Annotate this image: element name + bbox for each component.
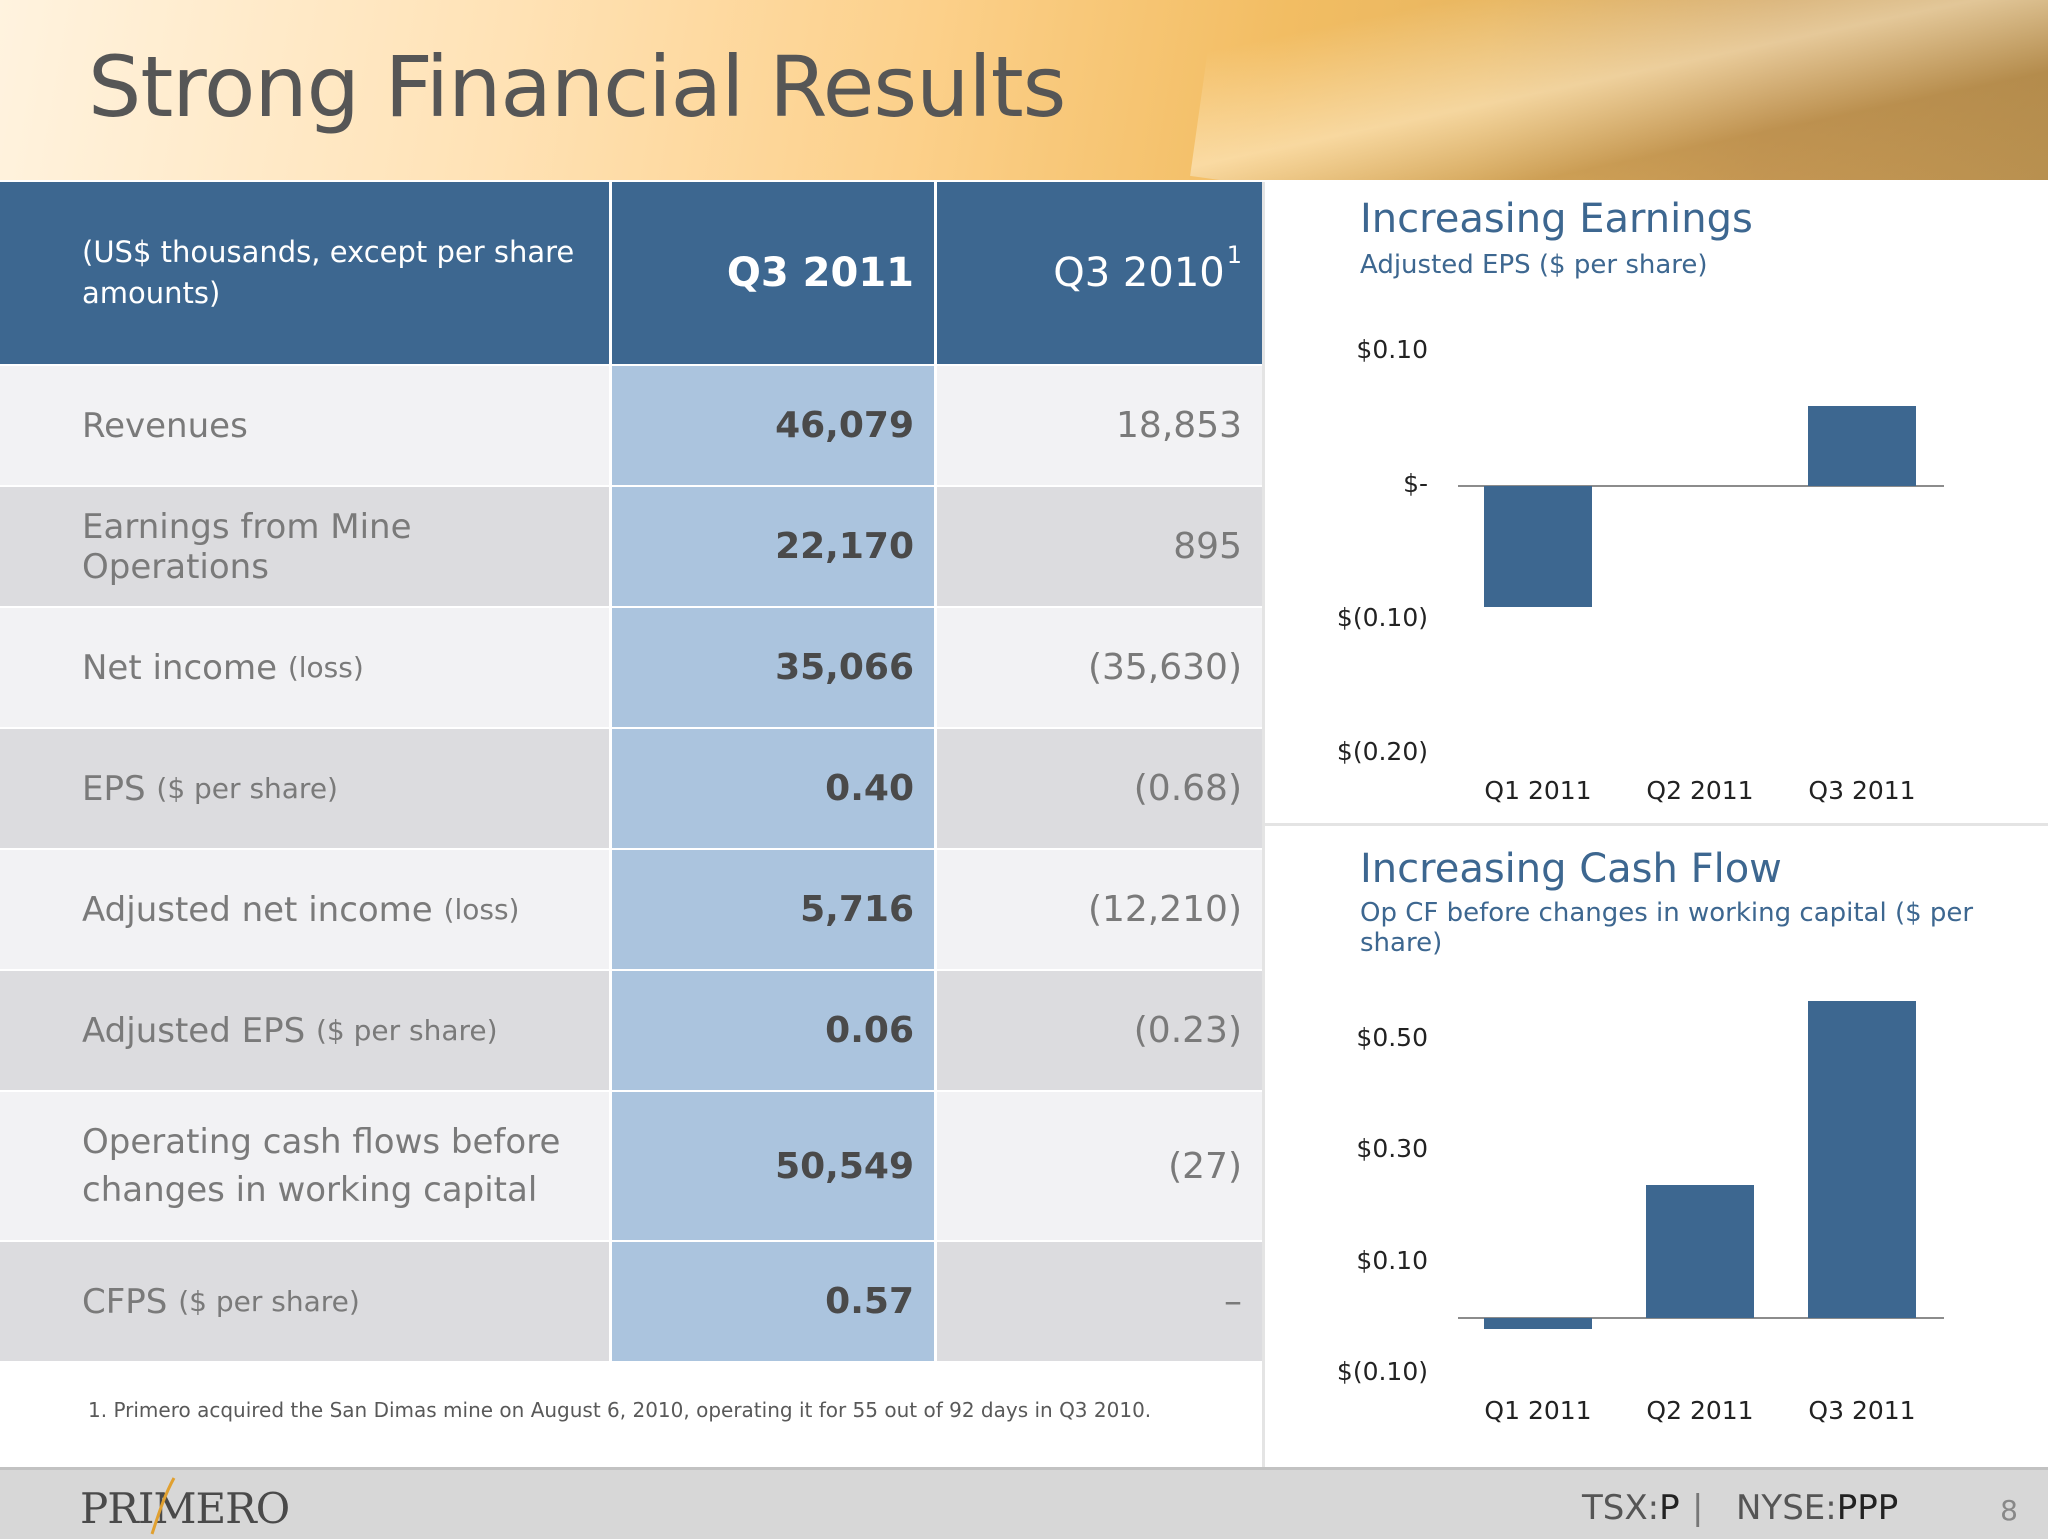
y-tick-label: $0.10 xyxy=(1356,335,1428,364)
chart-cashflow-title: Increasing Cash Flow xyxy=(1360,846,1782,892)
row-value-q3-2010: (0.68) xyxy=(1133,768,1242,809)
row-label-qualifier: ($ per share) xyxy=(178,1285,360,1318)
x-category-label: Q3 2011 xyxy=(1808,1396,1916,1425)
nyse-label: NYSE: xyxy=(1736,1488,1837,1528)
header-q3-2010-label: Q3 2010 xyxy=(1053,250,1225,296)
chart-cashflow-subtitle: Op CF before changes in working capital … xyxy=(1360,898,1974,958)
bar-q3-2011 xyxy=(1808,405,1916,486)
row-value-q3-2010: (35,630) xyxy=(1087,647,1242,688)
x-category-label: Q1 2011 xyxy=(1484,1396,1592,1425)
tsx-ticker: TSX:P xyxy=(1582,1488,1680,1528)
x-category-label: Q1 2011 xyxy=(1484,776,1592,805)
header-swoosh-decoration xyxy=(1190,0,2048,180)
row-value-q3-2011: 0.06 xyxy=(612,971,937,1090)
table-row: Earnings from Mine Operations 22,170 895 xyxy=(0,487,1262,608)
row-value-q3-2011: 0.40 xyxy=(612,729,937,848)
row-label-qualifier: (loss) xyxy=(443,893,520,926)
primero-logo: PRIMERO xyxy=(80,1484,290,1533)
header-q3-2010: Q3 2010 1 xyxy=(937,182,1262,364)
row-label: Adjusted EPS ($ per share) xyxy=(0,971,612,1090)
y-tick-label: $0.50 xyxy=(1356,1023,1428,1052)
panel-divider-vertical xyxy=(1262,182,1265,1467)
row-label: Adjusted net income (loss) xyxy=(0,850,612,969)
table-row: Adjusted EPS ($ per share) 0.06 (0.23) xyxy=(0,971,1262,1092)
chart-earnings-title: Increasing Earnings xyxy=(1360,196,1753,242)
y-tick-label: $- xyxy=(1403,469,1428,498)
row-label-text: Adjusted net income xyxy=(82,889,433,930)
row-label: Net income (loss) xyxy=(0,608,612,727)
y-tick-label: $(0.10) xyxy=(1336,1357,1428,1386)
row-label-text: Net income xyxy=(82,647,278,688)
row-label: EPS ($ per share) xyxy=(0,729,612,848)
footnote: 1. Primero acquired the San Dimas mine o… xyxy=(88,1398,1152,1422)
bar-q2-2011 xyxy=(1646,1184,1754,1319)
row-value-q3-2011: 5,716 xyxy=(612,850,937,969)
table-row: EPS ($ per share) 0.40 (0.68) xyxy=(0,729,1262,850)
footer-bar: PRIMERO TSX:P | NYSE:PPP 8 xyxy=(0,1467,2048,1539)
header-banner: Strong Financial Results xyxy=(0,0,2048,180)
x-category-label: Q2 2011 xyxy=(1646,1396,1754,1425)
y-tick-label: $0.10 xyxy=(1356,1245,1428,1275)
row-label-text: EPS xyxy=(82,768,146,809)
row-label-text: Earnings from Mine Operations xyxy=(82,506,412,587)
financial-results-table: (US$ thousands, except per share amounts… xyxy=(0,182,1262,1363)
row-label-qualifier: ($ per share) xyxy=(156,772,338,805)
row-value-q3-2011: 46,079 xyxy=(612,366,937,485)
ticker-separator: | xyxy=(1692,1488,1704,1528)
row-value-q3-2010: 895 xyxy=(1173,526,1242,567)
row-label-text: Operating cash flows before changes in w… xyxy=(82,1122,561,1210)
tsx-label: TSX: xyxy=(1582,1488,1660,1528)
zero-baseline xyxy=(1458,485,1944,487)
chart-earnings-subtitle: Adjusted EPS ($ per share) xyxy=(1360,250,1708,280)
bar-q1-2011 xyxy=(1484,486,1592,607)
y-tick-label: $(0.20) xyxy=(1336,737,1428,766)
row-label: CFPS ($ per share) xyxy=(0,1242,612,1361)
page-number: 8 xyxy=(2000,1494,2018,1527)
row-label-qualifier: (loss) xyxy=(287,651,364,684)
row-value-q3-2010: (27) xyxy=(1168,1145,1242,1187)
row-value-q3-2011: 0.57 xyxy=(612,1242,937,1361)
footnote-marker: 1 xyxy=(1226,241,1242,269)
row-label-text: Adjusted EPS xyxy=(82,1010,306,1051)
row-value-q3-2010: (0.23) xyxy=(1133,1010,1242,1051)
nyse-ticker: NYSE:PPP xyxy=(1736,1488,1898,1528)
logo-swoosh-icon xyxy=(150,1477,176,1535)
row-value-q3-2011: 22,170 xyxy=(612,487,937,606)
row-value-q3-2010: (12,210) xyxy=(1087,889,1242,930)
row-value-q3-2010: – xyxy=(1224,1281,1242,1322)
row-value-q3-2010: 18,853 xyxy=(1116,405,1242,446)
bar-q1-2011 xyxy=(1484,1318,1592,1330)
zero-baseline xyxy=(1458,1317,1944,1320)
nyse-symbol: PPP xyxy=(1836,1488,1899,1528)
table-row: Revenues 46,079 18,853 xyxy=(0,366,1262,487)
bar-q3-2011 xyxy=(1808,1001,1916,1319)
y-tick-label: $(0.10) xyxy=(1336,603,1428,632)
table-row: CFPS ($ per share) 0.57 – xyxy=(0,1242,1262,1363)
table-row: Net income (loss) 35,066 (35,630) xyxy=(0,608,1262,729)
row-label-text: Revenues xyxy=(82,405,248,446)
slide-title: Strong Financial Results xyxy=(88,38,1066,136)
row-label: Operating cash flows before changes in w… xyxy=(0,1092,612,1240)
x-category-label: Q2 2011 xyxy=(1646,776,1754,805)
row-label-qualifier: ($ per share) xyxy=(315,1014,498,1047)
header-units-label: (US$ thousands, except per share amounts… xyxy=(0,182,612,364)
row-label: Revenues xyxy=(0,366,612,485)
header-q3-2011: Q3 2011 xyxy=(612,182,937,364)
row-label-text: CFPS xyxy=(82,1281,168,1322)
table-row: Adjusted net income (loss) 5,716 (12,210… xyxy=(0,850,1262,971)
panel-divider-horizontal xyxy=(1265,823,2048,826)
row-label: Earnings from Mine Operations xyxy=(0,487,612,606)
table-row: Operating cash flows before changes in w… xyxy=(0,1092,1262,1242)
row-value-q3-2011: 35,066 xyxy=(612,608,937,727)
y-tick-label: $0.30 xyxy=(1356,1134,1428,1164)
x-category-label: Q3 2011 xyxy=(1808,776,1916,805)
row-value-q3-2011: 50,549 xyxy=(612,1092,937,1240)
tsx-symbol: P xyxy=(1659,1488,1680,1528)
table-header-row: (US$ thousands, except per share amounts… xyxy=(0,182,1262,366)
